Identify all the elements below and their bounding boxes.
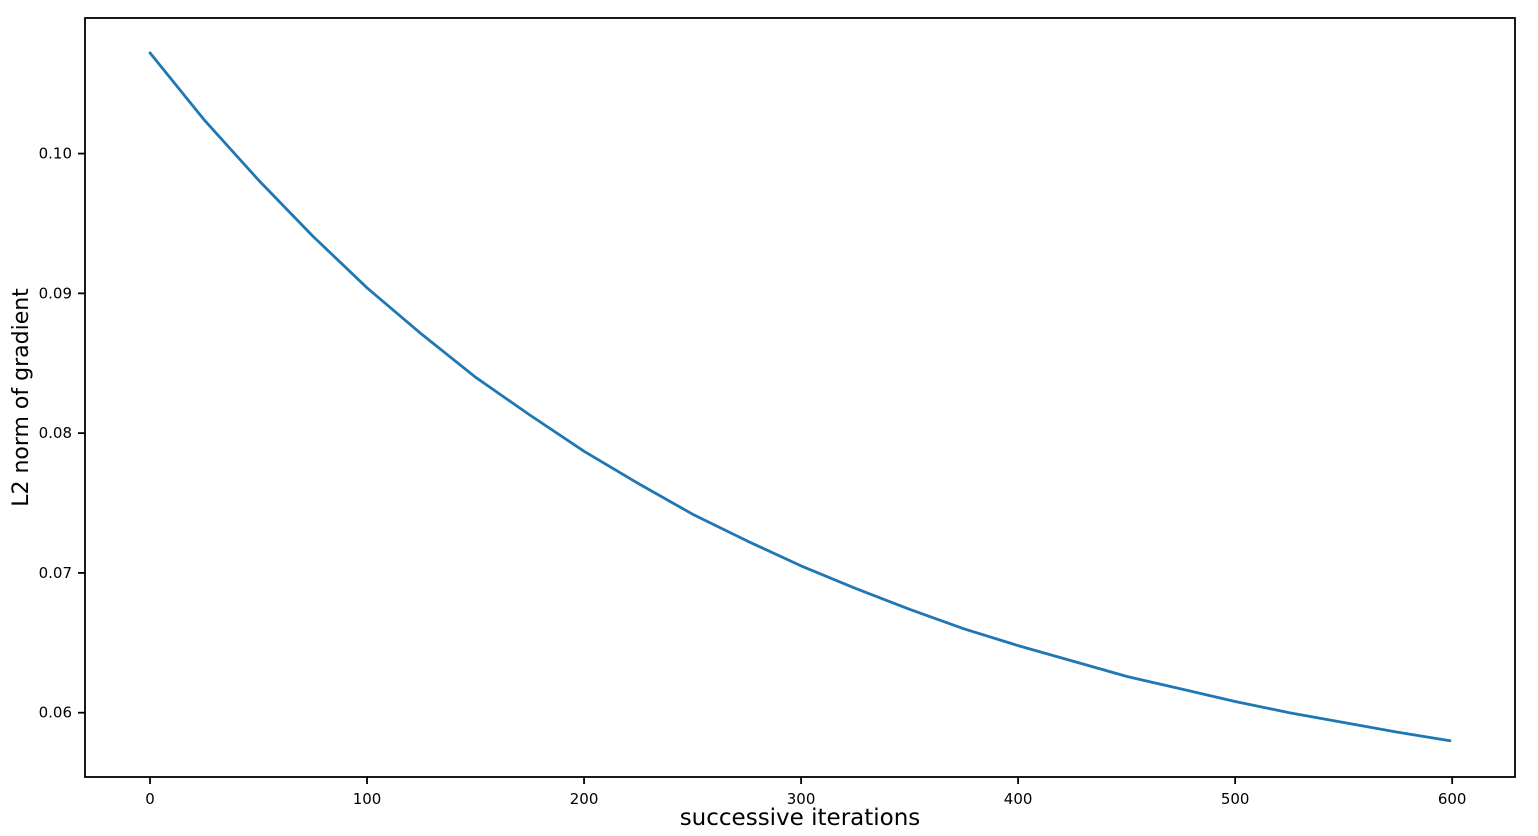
x-tick-label: 600 (1438, 790, 1467, 808)
y-tick-label: 0.08 (39, 424, 72, 442)
y-tick-label: 0.09 (39, 284, 72, 302)
x-tick-label: 400 (1004, 790, 1033, 808)
plot-spines (84, 17, 1516, 778)
x-tick-label: 0 (145, 790, 155, 808)
y-tick-label: 0.10 (39, 145, 72, 163)
gradient-norm-line (148, 51, 1452, 743)
y-axis-label: L2 norm of gradient (9, 288, 34, 507)
x-tick-label: 100 (353, 790, 382, 808)
y-tick-label: 0.07 (39, 564, 72, 582)
x-tick-label: 500 (1221, 790, 1250, 808)
x-axis-label: successive iterations (680, 805, 921, 831)
x-tick-label: 300 (787, 790, 816, 808)
y-tick-label: 0.06 (39, 704, 72, 722)
x-tick-label: 200 (570, 790, 599, 808)
